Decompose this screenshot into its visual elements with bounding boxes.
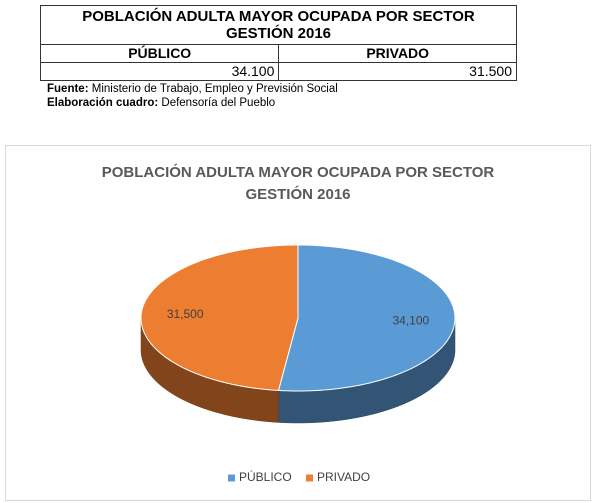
chart: 34,100 31,500 PÚBLICO PRIVADO [140,244,456,484]
chart-title: POBLACIÓN ADULTA MAYOR OCUPADA POR SECTO… [101,164,495,203]
pie-slice [140,244,299,391]
table-header: PRIVADO [278,44,517,63]
legend-swatch [306,474,313,482]
table-header: PÚBLICO [39,44,280,63]
note-text: Ministerio de Trabajo, Empleo y Previsió… [91,83,338,95]
note-label: Fuente: [47,83,89,95]
table-cell: 31.500 [278,62,517,81]
note: Elaboración cuadro: Defensoría del Puebl… [47,97,275,109]
note-text: Defensoría del Pueblo [161,97,276,109]
legend-label: PRIVADO [317,470,370,484]
pie-slice [277,244,456,392]
chart-area: 34,100 31,500 PÚBLICO PRIVADO POBLACIÓN ADU… [5,145,591,501]
table-title: POBLACIÓN ADULTA MAYOR OCUPADA POR SECTO… [40,5,517,45]
legend-label: PÚBLICO [239,469,292,484]
data-label: 34,100 [392,313,429,327]
note: Fuente: Ministerio de Trabajo, Empleo y … [47,83,338,95]
data-label: 31,500 [167,307,204,321]
legend-swatch [228,474,235,482]
note-label: Elaboración cuadro: [47,97,159,109]
data-table: POBLACIÓN ADULTA MAYOR OCUPADA POR SECTO… [39,5,517,81]
table-cell: 34.100 [39,62,280,81]
